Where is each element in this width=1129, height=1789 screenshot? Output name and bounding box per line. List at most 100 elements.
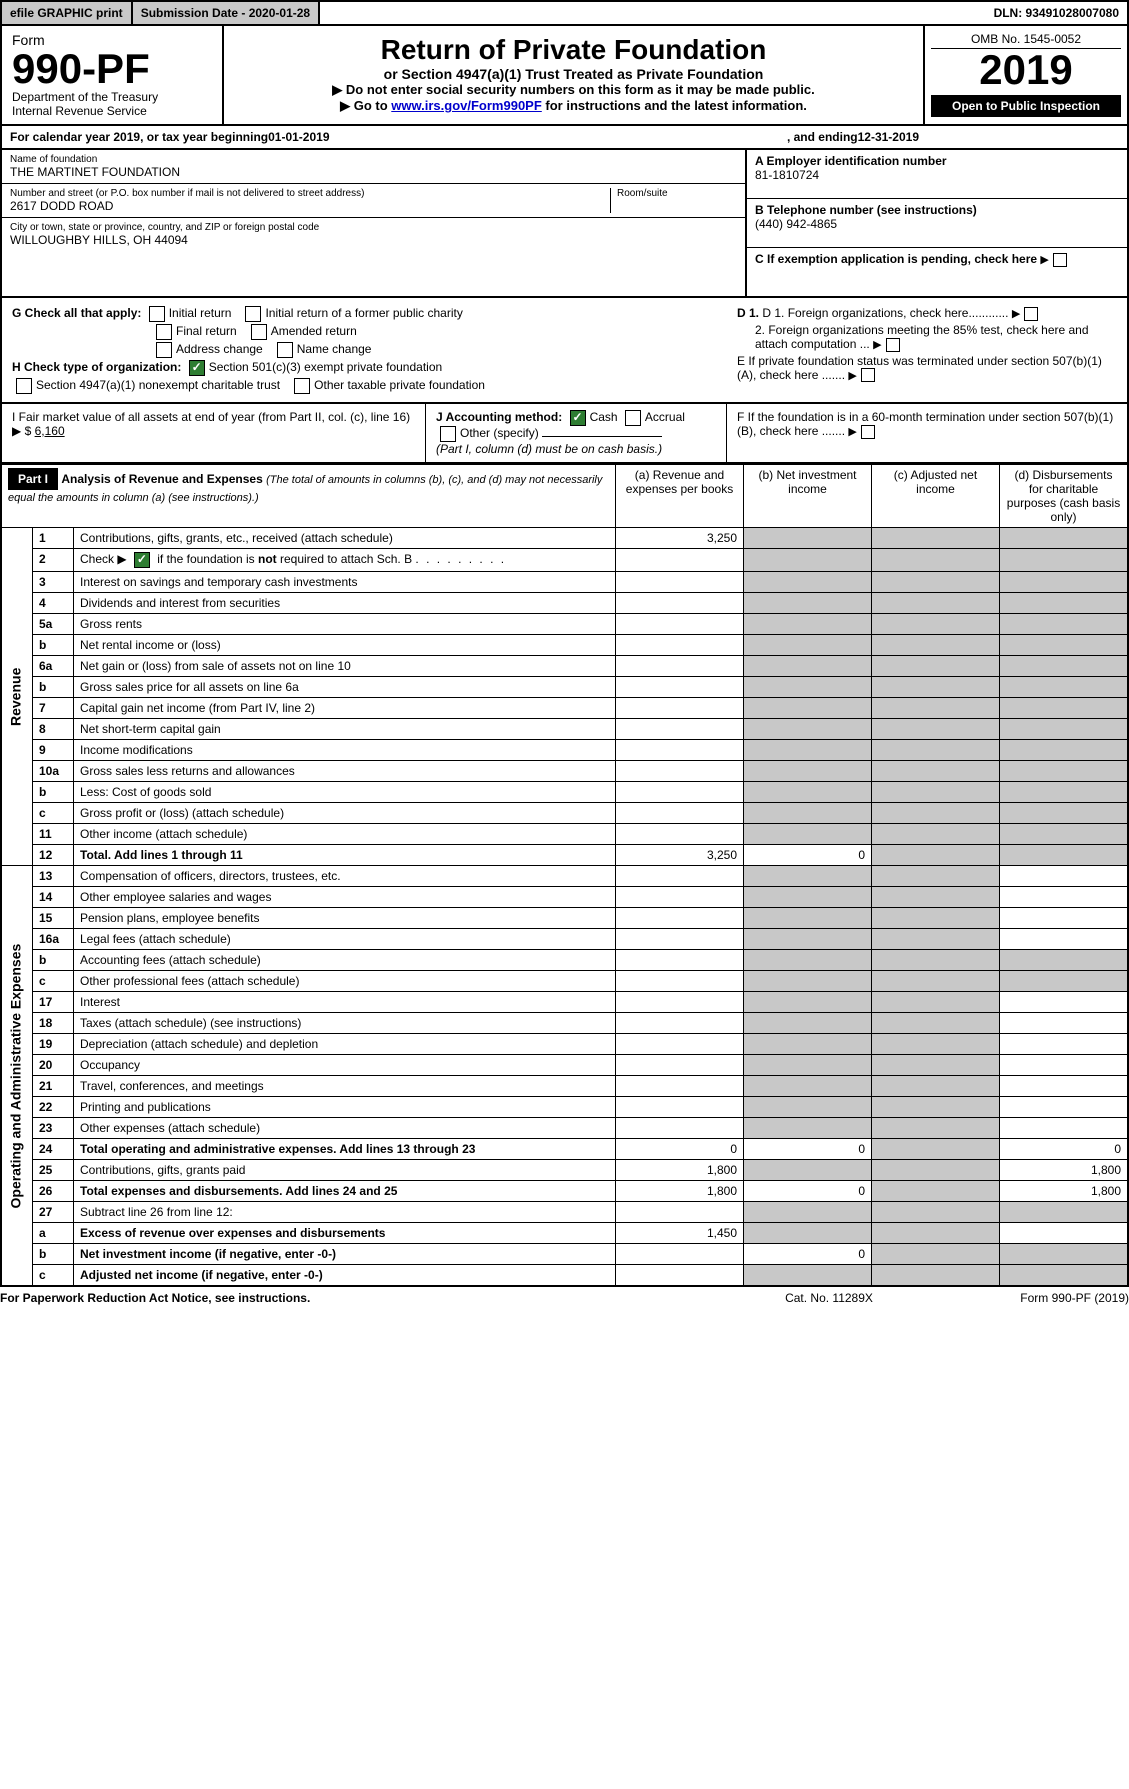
dln: DLN: 93491028007080 <box>986 2 1127 24</box>
line-number: 27 <box>33 1202 74 1223</box>
cell <box>872 1265 1000 1287</box>
cell <box>872 1139 1000 1160</box>
initial-former-checkbox[interactable] <box>245 306 261 322</box>
cell <box>872 1244 1000 1265</box>
form-header: Form 990-PF Department of the Treasury I… <box>0 26 1129 126</box>
e-text: E If private foundation status was termi… <box>737 354 1102 382</box>
i-value: 6,160 <box>35 424 65 438</box>
cell: 0 <box>744 845 872 866</box>
cash-checkbox[interactable] <box>570 410 586 426</box>
cell <box>744 1097 872 1118</box>
cell <box>616 866 744 887</box>
cell <box>872 635 1000 656</box>
cal-begin: 01-01-2019 <box>268 130 329 144</box>
arrow-icon <box>1012 306 1020 320</box>
line-desc: Net gain or (loss) from sale of assets n… <box>74 656 616 677</box>
id-block: Name of foundation THE MARTINET FOUNDATI… <box>0 150 1129 298</box>
final-return-checkbox[interactable] <box>156 324 172 340</box>
other-label: Other (specify) <box>460 426 539 440</box>
line-desc: Other employee salaries and wages <box>74 887 616 908</box>
cell <box>1000 549 1129 572</box>
cell <box>616 971 744 992</box>
col-d-header: (d) Disbursements for charitable purpose… <box>1000 465 1129 528</box>
cell <box>744 1223 872 1244</box>
cell <box>744 740 872 761</box>
initial-return-checkbox[interactable] <box>149 306 165 322</box>
cell: 0 <box>744 1181 872 1202</box>
line-number: 4 <box>33 593 74 614</box>
cell <box>1000 1202 1129 1223</box>
street-address: 2617 DODD ROAD <box>10 199 610 213</box>
cell <box>872 992 1000 1013</box>
other-method-checkbox[interactable] <box>440 426 456 442</box>
cell <box>616 1118 744 1139</box>
j-label: J Accounting method: <box>436 410 562 424</box>
cell <box>1000 1265 1129 1287</box>
form-number: 990-PF <box>12 48 212 90</box>
irs-link[interactable]: www.irs.gov/Form990PF <box>391 98 542 113</box>
form-note1: ▶ Do not enter social security numbers o… <box>232 82 915 98</box>
cell <box>1000 1013 1129 1034</box>
line-desc: Travel, conferences, and meetings <box>74 1076 616 1097</box>
line-number: 20 <box>33 1055 74 1076</box>
cell <box>872 929 1000 950</box>
cell <box>1000 866 1129 887</box>
line-number: 9 <box>33 740 74 761</box>
cell <box>744 1265 872 1287</box>
addr-label: Number and street (or P.O. box number if… <box>10 188 610 199</box>
cell: 3,250 <box>616 845 744 866</box>
line-number: 11 <box>33 824 74 845</box>
cell <box>1000 929 1129 950</box>
accrual-label: Accrual <box>645 410 685 424</box>
cell <box>744 908 872 929</box>
line-number: 19 <box>33 1034 74 1055</box>
cell <box>744 635 872 656</box>
line-number: c <box>33 971 74 992</box>
cell <box>872 1076 1000 1097</box>
line-number: 22 <box>33 1097 74 1118</box>
section-c-checkbox[interactable] <box>1053 253 1067 267</box>
cell <box>744 929 872 950</box>
d2-checkbox[interactable] <box>886 338 900 352</box>
d1-checkbox[interactable] <box>1024 307 1038 321</box>
cell <box>616 1097 744 1118</box>
opt-final-return: Final return <box>176 324 237 338</box>
cell <box>744 992 872 1013</box>
amended-return-checkbox[interactable] <box>251 324 267 340</box>
line-number: 7 <box>33 698 74 719</box>
e-checkbox[interactable] <box>861 368 875 382</box>
cell <box>872 1202 1000 1223</box>
line-number: 25 <box>33 1160 74 1181</box>
other-taxable-checkbox[interactable] <box>294 378 310 394</box>
line-number: 17 <box>33 992 74 1013</box>
cell <box>744 614 872 635</box>
line-desc: Other professional fees (attach schedule… <box>74 971 616 992</box>
foundation-name: THE MARTINET FOUNDATION <box>10 165 737 179</box>
footer: For Paperwork Reduction Act Notice, see … <box>0 1287 1129 1309</box>
schb-checkbox[interactable] <box>134 552 150 568</box>
f-checkbox[interactable] <box>861 425 875 439</box>
tel-label: B Telephone number (see instructions) <box>755 203 977 217</box>
cell <box>616 887 744 908</box>
name-change-checkbox[interactable] <box>277 342 293 358</box>
ein-value: 81-1810724 <box>755 168 1119 182</box>
address-change-checkbox[interactable] <box>156 342 172 358</box>
line-desc: Adjusted net income (if negative, enter … <box>74 1265 616 1287</box>
line-number: 2 <box>33 549 74 572</box>
cell <box>616 1076 744 1097</box>
cell <box>744 1202 872 1223</box>
cell <box>1000 593 1129 614</box>
501c3-checkbox[interactable] <box>189 360 205 376</box>
4947-checkbox[interactable] <box>16 378 32 394</box>
efile-button[interactable]: efile GRAPHIC print <box>2 2 133 24</box>
cell <box>744 803 872 824</box>
cell <box>872 1034 1000 1055</box>
cell <box>616 677 744 698</box>
line-number: 3 <box>33 572 74 593</box>
cell <box>1000 1244 1129 1265</box>
cell <box>1000 992 1129 1013</box>
cell <box>616 635 744 656</box>
accrual-checkbox[interactable] <box>625 410 641 426</box>
cell: 0 <box>1000 1139 1129 1160</box>
line-desc: Legal fees (attach schedule) <box>74 929 616 950</box>
